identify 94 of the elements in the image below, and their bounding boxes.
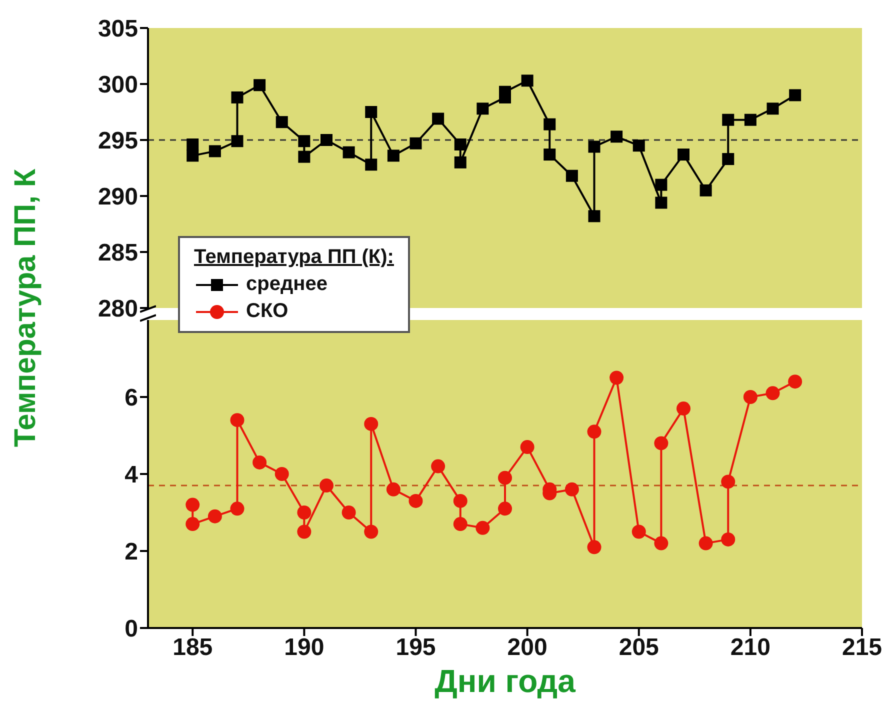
- point: [297, 524, 312, 539]
- point: [231, 91, 244, 104]
- x-axis-title: Дни года: [434, 663, 577, 700]
- point: [186, 138, 199, 150]
- legend-label: СКО: [246, 300, 288, 322]
- point: [320, 134, 332, 146]
- point: [454, 156, 466, 168]
- x-tick-label: 190: [284, 634, 324, 662]
- point: [476, 520, 490, 535]
- point: [230, 413, 244, 428]
- point: [788, 374, 802, 389]
- point: [208, 145, 221, 158]
- point: [632, 140, 645, 152]
- point: [276, 116, 288, 128]
- point: [298, 150, 310, 163]
- point: [476, 102, 489, 115]
- y-axis-title: Температура ПП, К: [9, 168, 43, 448]
- point: [342, 506, 356, 520]
- point: [320, 478, 334, 493]
- x-tick-label: 195: [396, 634, 436, 662]
- point: [721, 474, 736, 489]
- legend-title: Температура ПП (К):: [194, 246, 394, 269]
- point: [431, 459, 446, 474]
- x-tick-label: 205: [618, 634, 659, 662]
- point: [520, 440, 534, 454]
- point: [453, 517, 468, 532]
- point: [766, 102, 779, 115]
- point: [252, 455, 267, 470]
- point: [254, 79, 266, 92]
- point: [297, 506, 312, 520]
- point: [365, 158, 378, 171]
- point: [743, 390, 758, 404]
- point: [610, 370, 624, 385]
- legend-label: среднее: [246, 273, 328, 295]
- point: [231, 135, 244, 148]
- point: [454, 138, 466, 150]
- x-tick-label: 185: [172, 634, 213, 662]
- point: [298, 135, 310, 148]
- point: [498, 470, 512, 485]
- point: [610, 130, 623, 143]
- x-tick-label: 210: [730, 634, 770, 662]
- x-tick-label: 200: [507, 634, 548, 662]
- point: [789, 89, 802, 102]
- point: [588, 140, 600, 153]
- point: [544, 148, 556, 161]
- y-tick-label: 295: [98, 128, 138, 155]
- point: [722, 114, 734, 126]
- point: [655, 178, 668, 191]
- point: [186, 517, 200, 532]
- point: [274, 467, 289, 481]
- y-tick-label: 290: [98, 184, 138, 211]
- y-tick-label: 305: [98, 16, 138, 43]
- point: [432, 112, 444, 125]
- point: [365, 106, 378, 118]
- point: [766, 386, 780, 400]
- point: [364, 524, 378, 539]
- point: [632, 524, 646, 539]
- point: [208, 509, 222, 524]
- point: [700, 184, 712, 196]
- point: [587, 540, 602, 554]
- point: [722, 153, 734, 166]
- point: [654, 436, 668, 450]
- point: [676, 402, 690, 416]
- point: [566, 170, 578, 182]
- y-tick-label: 2: [124, 538, 138, 566]
- point: [230, 502, 244, 516]
- x-tick-label: 215: [842, 634, 882, 662]
- point: [698, 536, 713, 550]
- point: [342, 146, 355, 158]
- y-tick-label: 0: [124, 616, 138, 643]
- point: [408, 494, 423, 508]
- point: [453, 494, 468, 508]
- point: [564, 482, 579, 496]
- y-tick-label: 285: [98, 240, 138, 267]
- point: [186, 150, 199, 162]
- point: [386, 482, 400, 496]
- point: [588, 210, 600, 222]
- point: [521, 74, 534, 87]
- point: [544, 118, 556, 130]
- y-tick-label: 280: [98, 296, 138, 323]
- point: [721, 532, 736, 546]
- y-tick-label: 6: [124, 384, 138, 412]
- point: [655, 196, 668, 209]
- point: [744, 114, 756, 126]
- point: [410, 137, 422, 150]
- point: [587, 424, 602, 439]
- point: [678, 148, 690, 161]
- point: [498, 502, 512, 516]
- point: [387, 150, 400, 162]
- point: [364, 416, 378, 431]
- point: [186, 498, 200, 512]
- y-tick-label: 4: [124, 462, 139, 489]
- y-tick-label: 300: [98, 72, 138, 99]
- point: [654, 536, 668, 550]
